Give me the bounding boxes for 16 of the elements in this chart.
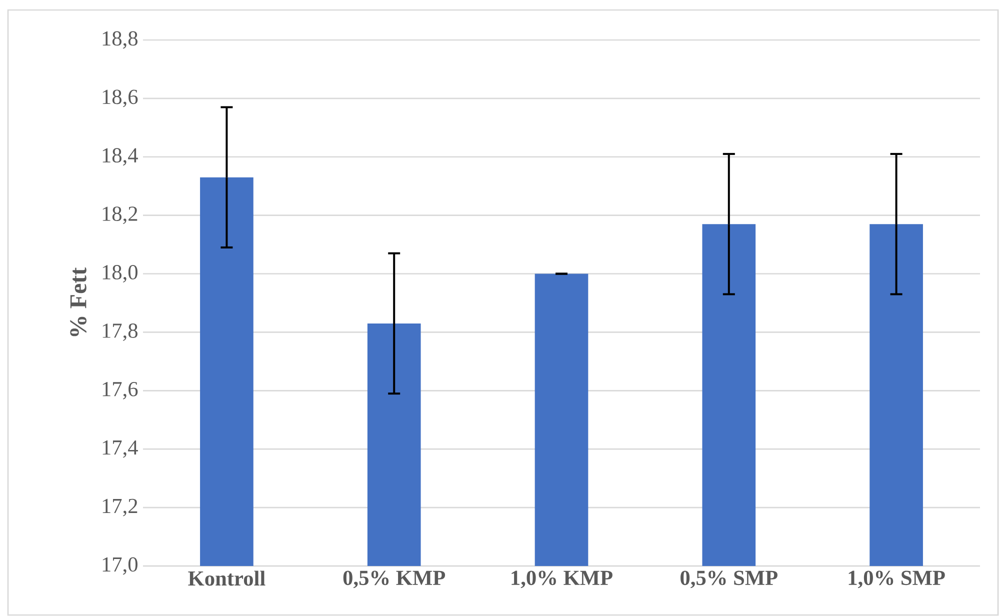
x-tick-label: 1,0% KMP (512, 570, 612, 588)
x-tick-label: 0,5% KMP (343, 570, 446, 588)
y-tick-label: 17,6 (102, 382, 138, 400)
y-tick-label: 18,0 (102, 265, 138, 282)
y-tick-label: 18,8 (102, 31, 138, 49)
x-tick-label: 1,0% SMP (848, 570, 945, 588)
y-tick-label: 18,6 (102, 90, 138, 108)
y-tick-label: 18,4 (102, 148, 138, 166)
y-tick-label: 18,2 (102, 206, 138, 224)
y-axis-title: % Fett (70, 267, 86, 336)
y-tick-label: 17,0 (102, 557, 138, 575)
y-tick-label: 17,8 (102, 323, 138, 341)
x-tick-label: 0,5% SMP (680, 570, 778, 588)
x-tick-label: Kontroll (188, 570, 266, 586)
y-tick-label: 17,4 (102, 440, 138, 458)
y-tick-label: 17,2 (102, 498, 138, 516)
